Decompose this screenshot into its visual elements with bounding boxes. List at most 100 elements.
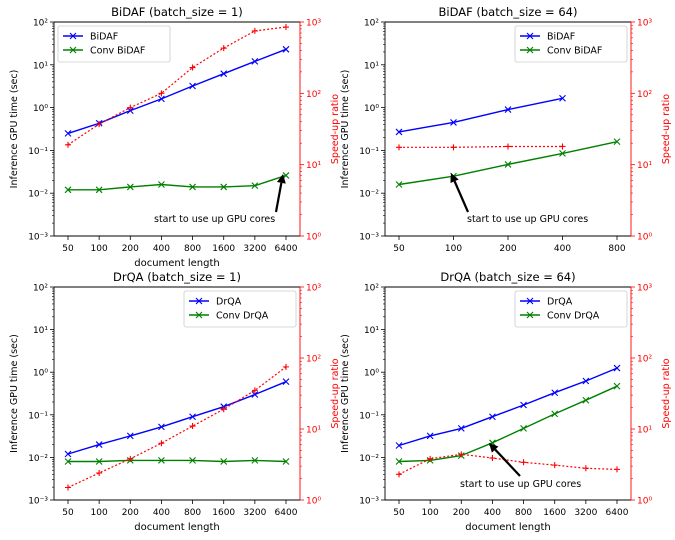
x-tick-label: 800 xyxy=(608,244,625,254)
data-point xyxy=(559,94,566,102)
data-point xyxy=(95,458,103,465)
x-tick-label: 100 xyxy=(91,508,108,518)
x-tick-label: 400 xyxy=(153,508,170,518)
y2-axis-label: Speed-up ratio xyxy=(330,94,341,164)
data-point xyxy=(559,143,566,150)
data-point xyxy=(282,458,290,465)
x-tick-label: 200 xyxy=(453,508,470,518)
data-point xyxy=(395,128,403,136)
x-tick-label: 3200 xyxy=(243,508,266,518)
series-line xyxy=(67,26,287,146)
legend: BiDAF Conv BiDAF xyxy=(57,25,171,63)
data-point xyxy=(489,455,496,462)
data-point xyxy=(65,141,71,148)
x-axis-label: document length xyxy=(465,522,551,533)
legend-box xyxy=(514,25,628,63)
chart-title: DrQA (batch_size = 1) xyxy=(113,270,241,284)
data-point xyxy=(220,183,228,191)
data-point xyxy=(450,119,457,126)
y-tick-label: 10⁻³ xyxy=(359,497,379,507)
y-tick-label: 10⁰ xyxy=(364,104,379,114)
legend-label: DrQA xyxy=(216,297,242,308)
y-axis-label: Inference GPU time (sec) xyxy=(340,70,351,189)
data-point xyxy=(582,465,589,472)
x-tick-label: 3200 xyxy=(243,244,266,254)
data-point xyxy=(95,186,103,194)
legend: DrQA Conv DrQA xyxy=(183,290,297,328)
data-point xyxy=(582,377,590,385)
legend-marker xyxy=(195,311,203,319)
y-tick-label: 10² xyxy=(364,19,379,29)
data-point xyxy=(559,150,566,157)
x-tick-label: 6400 xyxy=(606,508,629,518)
series-line xyxy=(67,48,287,135)
x-tick-label: 200 xyxy=(499,244,516,254)
data-point xyxy=(189,423,196,430)
y-tick-label: 10⁻² xyxy=(28,190,48,200)
data-point xyxy=(158,181,165,188)
x-tick-label: 1600 xyxy=(212,508,235,518)
data-point xyxy=(126,432,134,440)
data-point xyxy=(426,432,434,440)
legend-marker xyxy=(69,32,77,40)
data-point xyxy=(396,144,402,151)
series-line xyxy=(68,174,287,191)
series-line xyxy=(67,381,287,455)
data-point xyxy=(427,455,434,462)
data-point xyxy=(96,470,103,477)
x-tick-label: 400 xyxy=(554,244,571,254)
data-point xyxy=(220,70,228,78)
legend-marker xyxy=(526,311,534,319)
data-point xyxy=(457,424,465,432)
legend-label: Conv DrQA xyxy=(547,311,600,322)
data-point xyxy=(65,484,71,491)
legend-marker xyxy=(526,32,534,40)
data-point xyxy=(158,95,165,103)
y-tick-label: 10⁻² xyxy=(359,190,379,200)
y2-tick-label: 10² xyxy=(637,355,652,365)
chart-title: BiDAF (batch_size = 1) xyxy=(111,5,243,19)
x-tick-label: 1600 xyxy=(212,244,235,254)
data-point xyxy=(520,459,527,466)
data-point xyxy=(489,413,496,421)
y-axis-label: Inference GPU time (sec) xyxy=(9,70,20,189)
chart-title: DrQA (batch_size = 64) xyxy=(440,270,575,284)
data-point xyxy=(158,440,165,447)
x-tick-label: 800 xyxy=(184,244,201,254)
chart-title: BiDAF (batch_size = 64) xyxy=(439,5,578,19)
y-axis-label: Inference GPU time (sec) xyxy=(340,334,351,453)
y-tick-label: 10⁻² xyxy=(359,454,379,464)
x-tick-label: 400 xyxy=(484,508,501,518)
legend-label: BiDAF xyxy=(547,32,575,43)
y2-tick-label: 10² xyxy=(306,355,321,365)
y-tick-label: 10⁻¹ xyxy=(359,147,379,157)
legend-label: Conv BiDAF xyxy=(547,46,602,57)
y2-tick-label: 10⁰ xyxy=(306,497,321,507)
data-point xyxy=(614,466,620,473)
y-tick-label: 10² xyxy=(33,19,48,29)
x-tick-label: 6400 xyxy=(275,244,298,254)
data-point xyxy=(95,441,103,448)
series-line xyxy=(398,367,618,447)
data-point xyxy=(189,183,196,191)
legend-label: Conv DrQA xyxy=(216,311,269,322)
data-point xyxy=(396,471,402,478)
y-axis-label: Inference GPU time (sec) xyxy=(9,334,20,453)
data-point xyxy=(251,391,259,398)
legend-marker xyxy=(195,297,203,305)
data-point xyxy=(551,462,558,469)
chart-panel: BiDAF (batch_size = 1) document length Inf… xyxy=(9,5,341,269)
annotation-arrow-head xyxy=(450,173,459,184)
annotation-text: start to use up GPU cores xyxy=(154,214,275,225)
y-tick-label: 10² xyxy=(33,284,48,294)
x-tick-label: 800 xyxy=(184,508,201,518)
data-point xyxy=(395,458,403,465)
annotation-text: start to use up GPU cores xyxy=(460,479,581,490)
x-tick-label: 50 xyxy=(393,244,405,254)
y-tick-label: 10¹ xyxy=(33,326,48,336)
data-point xyxy=(189,64,196,71)
data-point xyxy=(395,442,403,449)
data-point xyxy=(126,183,134,191)
data-point xyxy=(220,406,227,413)
x-tick-label: 400 xyxy=(153,244,170,254)
